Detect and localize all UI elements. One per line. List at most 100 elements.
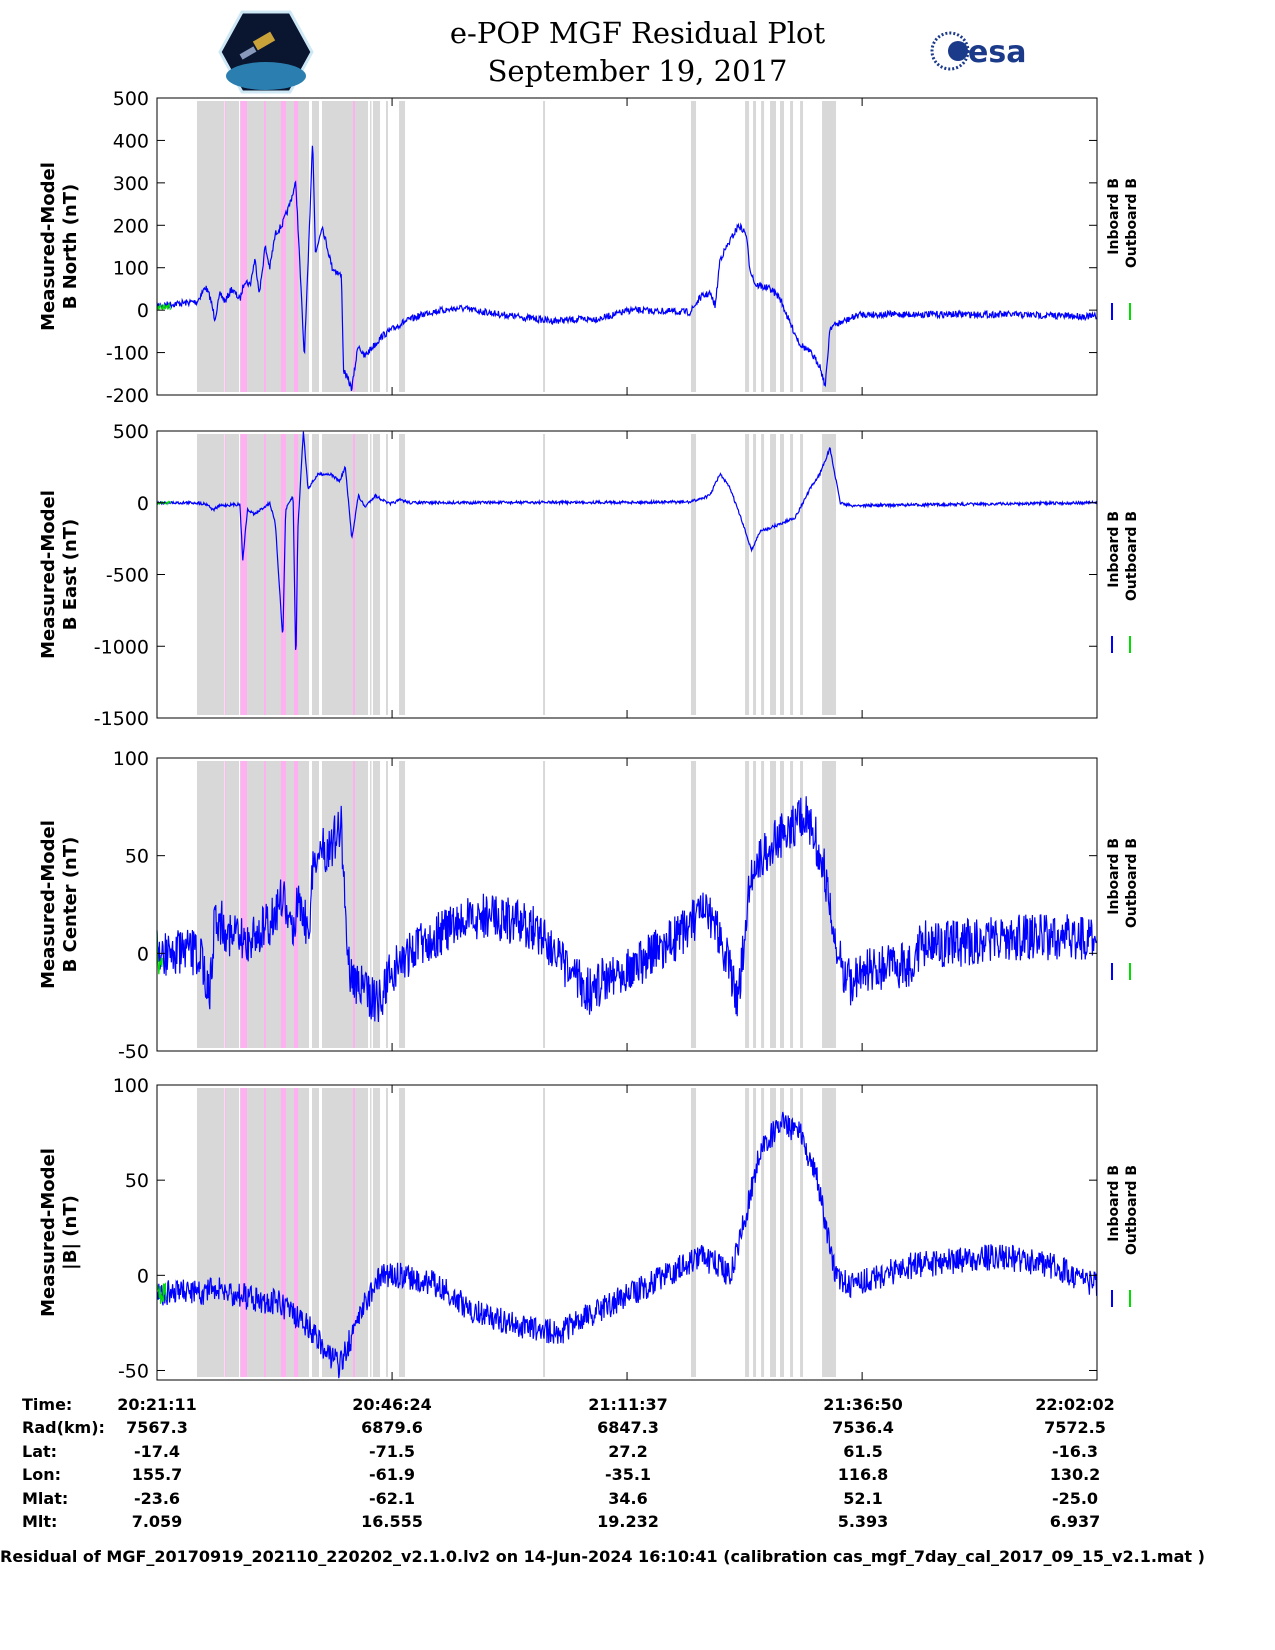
gray-shade-band	[369, 101, 372, 392]
pink-shade-band	[240, 761, 248, 1048]
gray-shade-band	[761, 761, 765, 1048]
gray-shade-band	[800, 434, 804, 715]
y-tick-label: -1000	[94, 636, 149, 658]
pink-shade-band	[264, 1088, 266, 1377]
gray-shade-band	[386, 434, 388, 715]
title-text: e-POP MGF Residual Plot	[449, 16, 826, 50]
panel-center: 100 50 0 -50 Measured-Model B Center (nT) Inbo…	[38, 748, 1140, 1063]
table-cell: 52.1	[843, 1489, 882, 1508]
gray-shade-band	[543, 101, 546, 392]
legend-label: Inboard B	[1106, 178, 1122, 255]
gray-shade-band	[753, 101, 757, 392]
gray-shade-band	[690, 101, 697, 392]
table-row-label: Lon:	[22, 1465, 61, 1484]
gray-shade-band	[369, 434, 372, 715]
y-tick-label: 0	[137, 1265, 149, 1287]
gray-shade-band	[543, 434, 546, 715]
gray-shade-band	[321, 101, 369, 392]
gray-shade-band	[761, 1088, 765, 1377]
table-cell: 21:36:50	[823, 1395, 903, 1414]
legend-label: Outboard B	[1124, 511, 1140, 601]
gray-shade-band	[240, 1088, 310, 1377]
table-cell: 16.555	[361, 1512, 423, 1531]
table-cell: 19.232	[597, 1512, 659, 1531]
y-tick-label: 50	[125, 1170, 149, 1192]
date-text: September 19, 2017	[487, 54, 788, 88]
gray-shade-band	[753, 1088, 757, 1377]
gray-shade-band	[386, 1088, 388, 1377]
gray-shade-band	[745, 1088, 750, 1377]
gray-shade-band	[780, 101, 785, 392]
gray-shade-band	[770, 1088, 776, 1377]
gray-shade-band	[770, 434, 776, 715]
gray-shade-band	[372, 1088, 381, 1377]
gray-shade-band	[780, 434, 785, 715]
inboard-series-line	[156, 1111, 1098, 1379]
table-cell: 6847.3	[597, 1418, 659, 1437]
table-cell: 21:11:37	[588, 1395, 668, 1414]
pink-shade-band	[240, 101, 248, 392]
outboard-series-line	[156, 1282, 167, 1304]
pink-shade-band	[353, 761, 355, 1048]
pink-shade-band	[264, 761, 266, 1048]
y-tick-label: 0	[137, 943, 149, 965]
pink-shade-band	[294, 101, 299, 392]
table-cell: 7567.3	[126, 1418, 188, 1437]
table-cell: -62.1	[369, 1489, 415, 1508]
gray-shade-band	[790, 101, 794, 392]
gray-shade-band	[780, 761, 785, 1048]
gray-shade-band	[800, 1088, 804, 1377]
outboard-series-line	[156, 931, 163, 975]
y-tick-label: 200	[113, 215, 149, 237]
footer-text: Residual of MGF_20170919_202110_220202_v…	[0, 1547, 1205, 1566]
legend-label: Outboard B	[1124, 178, 1140, 268]
gray-shade-band	[790, 434, 794, 715]
y-axis-label: B North (nT)	[60, 184, 81, 310]
gray-shade-band	[690, 434, 697, 715]
gray-shade-band	[399, 761, 406, 1048]
gray-shade-band	[225, 101, 240, 392]
y-tick-label: 100	[113, 258, 149, 280]
gray-shade-band	[312, 434, 319, 715]
y-tick-label: 100	[113, 748, 149, 770]
table-cell: 61.5	[843, 1442, 882, 1461]
gray-shade-band	[196, 761, 225, 1048]
gray-shade-band	[386, 761, 388, 1048]
gray-shade-band	[761, 434, 765, 715]
gray-shade-band	[800, 101, 804, 392]
inboard-series-line	[156, 796, 1098, 1023]
y-axis-label: B East (nT)	[60, 519, 81, 631]
table-cell: 7.059	[132, 1512, 183, 1531]
pink-shade-band	[224, 434, 226, 715]
gray-shade-band	[321, 434, 369, 715]
table-cell: 22:02:02	[1035, 1395, 1115, 1414]
y-tick-label: -100	[106, 343, 149, 365]
y-axis-label: B Center (nT)	[60, 837, 81, 973]
gray-shade-band	[225, 434, 240, 715]
gray-shade-band	[372, 101, 381, 392]
y-tick-label: -50	[118, 1041, 149, 1063]
legend-label: Inboard B	[1106, 838, 1122, 915]
gray-shade-band	[312, 1088, 319, 1377]
pink-shade-band	[240, 434, 248, 715]
y-tick-label: 0	[137, 493, 149, 515]
gray-shade-band	[196, 101, 225, 392]
pink-shade-band	[240, 1088, 248, 1377]
inboard-series-line	[156, 431, 1098, 650]
gray-shade-band	[386, 101, 388, 392]
table-cell: 5.393	[838, 1512, 889, 1531]
table-cell: -23.6	[134, 1489, 180, 1508]
pink-shade-band	[280, 434, 286, 715]
legend-label: Outboard B	[1124, 1165, 1140, 1255]
pink-shade-band	[294, 1088, 299, 1377]
inboard-series-line	[156, 145, 1097, 391]
gray-shade-band	[369, 1088, 372, 1377]
gray-shade-band	[196, 1088, 225, 1377]
pink-shade-band	[353, 1088, 355, 1377]
pink-shade-band	[280, 761, 286, 1048]
chart-title: e-POP MGF Residual Plot September 19, 20…	[0, 14, 1275, 90]
pink-shade-band	[224, 101, 226, 392]
y-tick-label: -200	[106, 385, 149, 407]
table-row-label: Mlat:	[22, 1489, 68, 1508]
y-tick-label: -500	[106, 565, 149, 587]
